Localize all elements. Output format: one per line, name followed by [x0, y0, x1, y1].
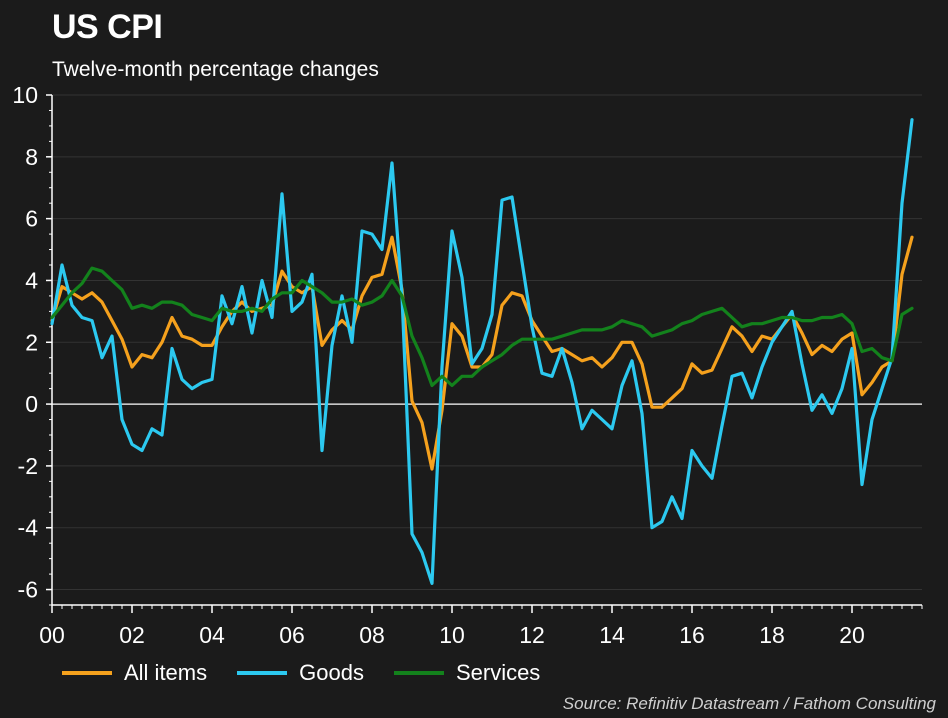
legend-swatch-goods [237, 671, 288, 675]
x-tick-label: 08 [359, 622, 385, 648]
x-tick-label: 02 [119, 622, 145, 648]
x-tick-label: 14 [599, 622, 625, 648]
x-tick-label: 12 [519, 622, 545, 648]
legend-item-all-items: All items [62, 660, 207, 686]
y-tick-label: -6 [18, 577, 38, 603]
legend-label-all-items: All items [124, 660, 208, 685]
y-tick-label: -4 [18, 515, 39, 541]
y-tick-label: -2 [18, 453, 38, 479]
legend-swatch-services [393, 671, 444, 675]
y-tick-label: 6 [25, 206, 38, 232]
series-line-services [50, 266, 914, 388]
y-tick-label: 4 [25, 267, 38, 293]
chart-subtitle: Twelve-month percentage changes [52, 58, 379, 81]
source-note: Source: Refinitiv Datastream / Fathom Co… [562, 694, 936, 713]
series-lines [50, 118, 914, 586]
y-tick-label: 2 [25, 329, 38, 355]
x-tick-label: 18 [759, 622, 785, 648]
x-tick-label: 06 [279, 622, 305, 648]
series-line-goods [50, 118, 914, 586]
legend-label-services: Services [455, 660, 541, 685]
y-tick-label: 8 [25, 144, 38, 170]
x-tick-label: 16 [679, 622, 705, 648]
series-line-all-items [50, 235, 914, 471]
legend-label-goods: Goods [299, 660, 364, 685]
x-tick-label: 00 [39, 622, 65, 648]
legend-item-services: Services [393, 660, 541, 686]
chart-title: US CPI [52, 8, 163, 46]
legend-swatch-all-items [62, 671, 112, 675]
y-tick-label: 0 [25, 391, 38, 417]
x-tick-label: 20 [839, 622, 865, 648]
legend: All items Goods Services [62, 660, 570, 686]
x-tick-label: 04 [199, 622, 225, 648]
x-tick-label: 10 [439, 622, 465, 648]
gridlines [52, 94, 922, 591]
legend-item-goods: Goods [237, 660, 364, 686]
y-tick-label: 10 [12, 82, 38, 108]
